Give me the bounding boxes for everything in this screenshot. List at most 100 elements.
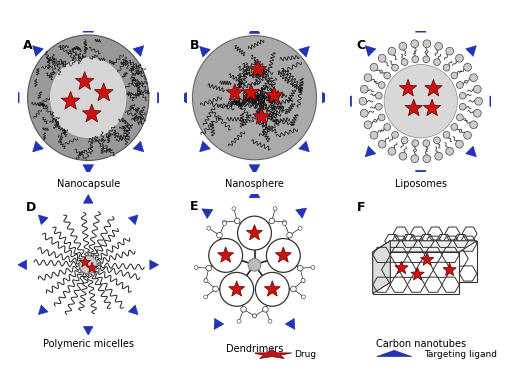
- Circle shape: [311, 265, 315, 270]
- Circle shape: [297, 265, 303, 271]
- Circle shape: [470, 74, 477, 82]
- Circle shape: [238, 216, 271, 250]
- Circle shape: [434, 137, 440, 144]
- Circle shape: [370, 131, 378, 139]
- Text: A: A: [23, 39, 33, 52]
- Circle shape: [384, 124, 390, 130]
- Polygon shape: [75, 71, 94, 89]
- Circle shape: [252, 314, 257, 318]
- Polygon shape: [33, 45, 43, 56]
- Circle shape: [435, 152, 442, 160]
- Circle shape: [360, 109, 368, 117]
- Text: E: E: [190, 200, 198, 213]
- Circle shape: [464, 64, 471, 71]
- Polygon shape: [411, 267, 425, 280]
- Polygon shape: [200, 46, 210, 57]
- Circle shape: [401, 137, 408, 144]
- Circle shape: [459, 103, 466, 110]
- Circle shape: [423, 40, 431, 48]
- Polygon shape: [365, 146, 376, 157]
- Polygon shape: [443, 263, 457, 276]
- Polygon shape: [9, 92, 19, 103]
- Polygon shape: [18, 260, 26, 270]
- Polygon shape: [373, 241, 390, 294]
- Polygon shape: [79, 256, 91, 267]
- Text: Nanocapsule: Nanocapsule: [56, 179, 120, 189]
- Circle shape: [207, 226, 211, 230]
- Polygon shape: [83, 165, 94, 174]
- Polygon shape: [423, 99, 441, 116]
- Polygon shape: [150, 260, 159, 270]
- Circle shape: [359, 97, 367, 105]
- Circle shape: [401, 59, 408, 65]
- Circle shape: [269, 218, 275, 224]
- Circle shape: [204, 279, 208, 283]
- Polygon shape: [490, 96, 500, 107]
- Circle shape: [470, 121, 477, 129]
- Polygon shape: [83, 22, 94, 32]
- Text: Polymeric micelles: Polymeric micelles: [43, 338, 134, 349]
- Circle shape: [256, 272, 289, 306]
- Polygon shape: [33, 141, 43, 152]
- Polygon shape: [128, 305, 138, 315]
- Circle shape: [217, 232, 222, 238]
- Polygon shape: [38, 215, 48, 225]
- Circle shape: [360, 85, 368, 93]
- Text: Drug: Drug: [294, 350, 317, 359]
- Circle shape: [282, 220, 287, 224]
- Circle shape: [473, 85, 481, 93]
- Polygon shape: [249, 61, 267, 77]
- Polygon shape: [229, 281, 245, 296]
- Circle shape: [273, 207, 277, 211]
- Circle shape: [475, 97, 483, 105]
- Text: Carbon nanotubes: Carbon nanotubes: [376, 338, 466, 349]
- Polygon shape: [415, 170, 426, 180]
- Circle shape: [457, 82, 463, 88]
- Polygon shape: [82, 104, 101, 122]
- Circle shape: [282, 221, 287, 226]
- Circle shape: [370, 64, 378, 71]
- Polygon shape: [252, 350, 292, 358]
- Text: Targeting ligand: Targeting ligand: [424, 350, 497, 359]
- Circle shape: [384, 65, 458, 138]
- Circle shape: [364, 121, 372, 129]
- Polygon shape: [420, 253, 434, 265]
- Ellipse shape: [27, 35, 149, 161]
- Circle shape: [378, 82, 385, 88]
- Circle shape: [459, 92, 466, 99]
- Text: Liposomes: Liposomes: [395, 179, 447, 189]
- Polygon shape: [157, 92, 167, 103]
- Circle shape: [378, 55, 386, 62]
- Circle shape: [411, 155, 418, 162]
- Polygon shape: [377, 350, 412, 356]
- Polygon shape: [264, 281, 280, 296]
- Polygon shape: [405, 99, 422, 116]
- Circle shape: [376, 103, 382, 110]
- Circle shape: [464, 131, 471, 139]
- Circle shape: [194, 265, 198, 270]
- Circle shape: [222, 221, 227, 226]
- Circle shape: [232, 207, 236, 211]
- Circle shape: [384, 72, 390, 79]
- Polygon shape: [218, 247, 234, 262]
- Polygon shape: [373, 241, 477, 252]
- Circle shape: [192, 36, 317, 160]
- Circle shape: [456, 55, 463, 62]
- Polygon shape: [242, 83, 260, 100]
- Text: Nanosphere: Nanosphere: [225, 179, 284, 189]
- Polygon shape: [299, 46, 309, 57]
- Circle shape: [241, 306, 246, 312]
- Circle shape: [301, 279, 305, 283]
- Polygon shape: [87, 262, 98, 273]
- Polygon shape: [246, 224, 263, 240]
- Polygon shape: [296, 208, 307, 218]
- Circle shape: [446, 47, 454, 55]
- Circle shape: [298, 226, 302, 230]
- Polygon shape: [365, 45, 376, 56]
- Polygon shape: [266, 86, 283, 103]
- Polygon shape: [275, 247, 291, 262]
- Circle shape: [423, 140, 430, 147]
- Circle shape: [388, 147, 395, 155]
- Circle shape: [209, 238, 243, 272]
- Circle shape: [412, 140, 418, 147]
